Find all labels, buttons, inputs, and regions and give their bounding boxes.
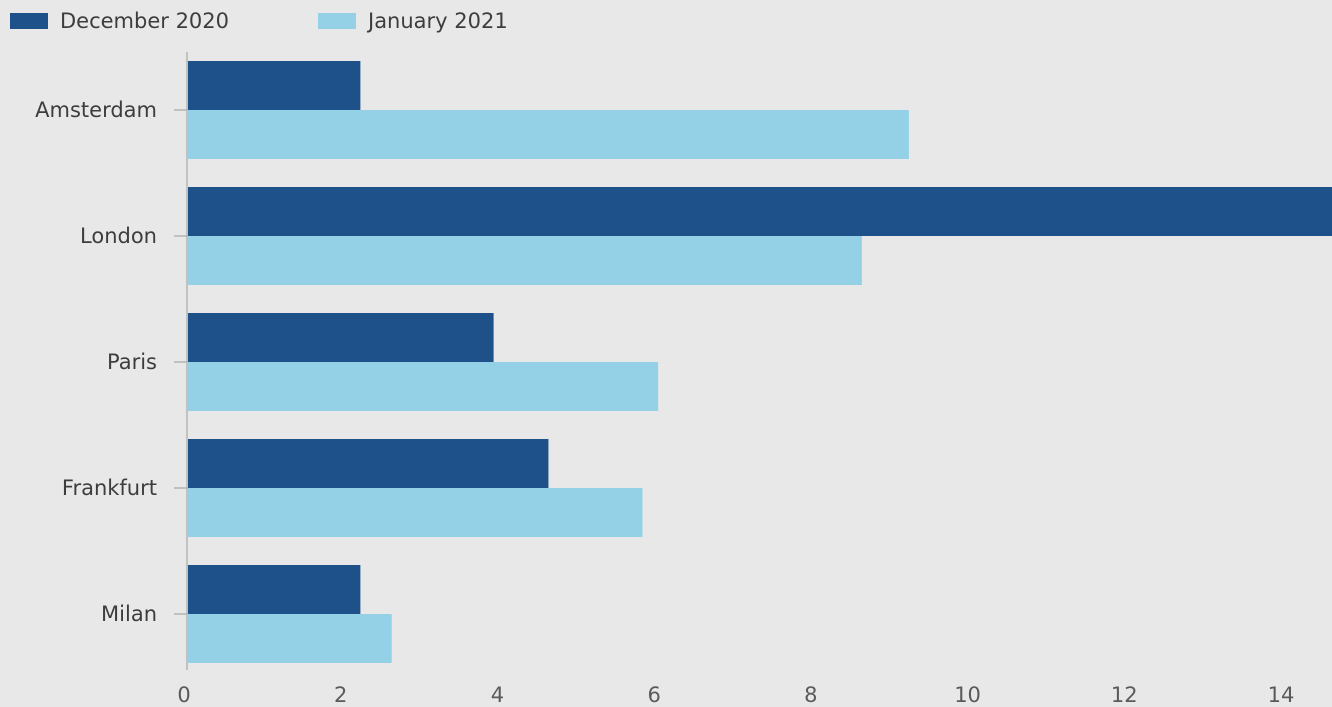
bar-london-december-2020 [188, 187, 1332, 236]
x-tick-label-8: 8 [804, 683, 817, 707]
bar-milan-december-2020 [188, 565, 361, 614]
legend-label-december-2020: December 2020 [60, 9, 230, 33]
legend-item-january-2021: January 2021 [318, 6, 508, 36]
bar-frankfurt-january-2021 [188, 488, 643, 537]
x-tick-label-4: 4 [491, 683, 504, 707]
category-label-amsterdam: Amsterdam [35, 98, 157, 122]
legend-label-january-2021: January 2021 [368, 9, 508, 33]
bar-amsterdam-december-2020 [188, 61, 361, 110]
x-tick-label-10: 10 [954, 683, 981, 707]
x-tick-label-14: 14 [1268, 683, 1295, 707]
category-labels: Amsterdam London Paris Frankfurt Milan [35, 98, 157, 626]
bar-milan-january-2021 [188, 614, 392, 663]
category-label-frankfurt: Frankfurt [62, 476, 157, 500]
x-tick-label-6: 6 [647, 683, 660, 707]
bar-frankfurt-december-2020 [188, 439, 549, 488]
bars [188, 61, 1332, 663]
x-tick-labels: 0 2 4 6 8 10 12 14 [177, 683, 1294, 707]
legend-swatch-december-2020 [10, 13, 48, 29]
bar-paris-january-2021 [188, 362, 659, 411]
legend-swatch-january-2021 [318, 13, 356, 29]
bar-london-january-2021 [188, 236, 862, 285]
bar-paris-december-2020 [188, 313, 494, 362]
legend-item-december-2020: December 2020 [10, 6, 229, 36]
category-label-paris: Paris [107, 350, 157, 374]
x-tick-label-12: 12 [1111, 683, 1138, 707]
bar-amsterdam-january-2021 [188, 110, 909, 159]
category-label-milan: Milan [101, 602, 157, 626]
category-axis [174, 52, 188, 670]
x-tick-label-0: 0 [177, 683, 190, 707]
category-label-london: London [80, 224, 157, 248]
x-tick-label-2: 2 [334, 683, 347, 707]
